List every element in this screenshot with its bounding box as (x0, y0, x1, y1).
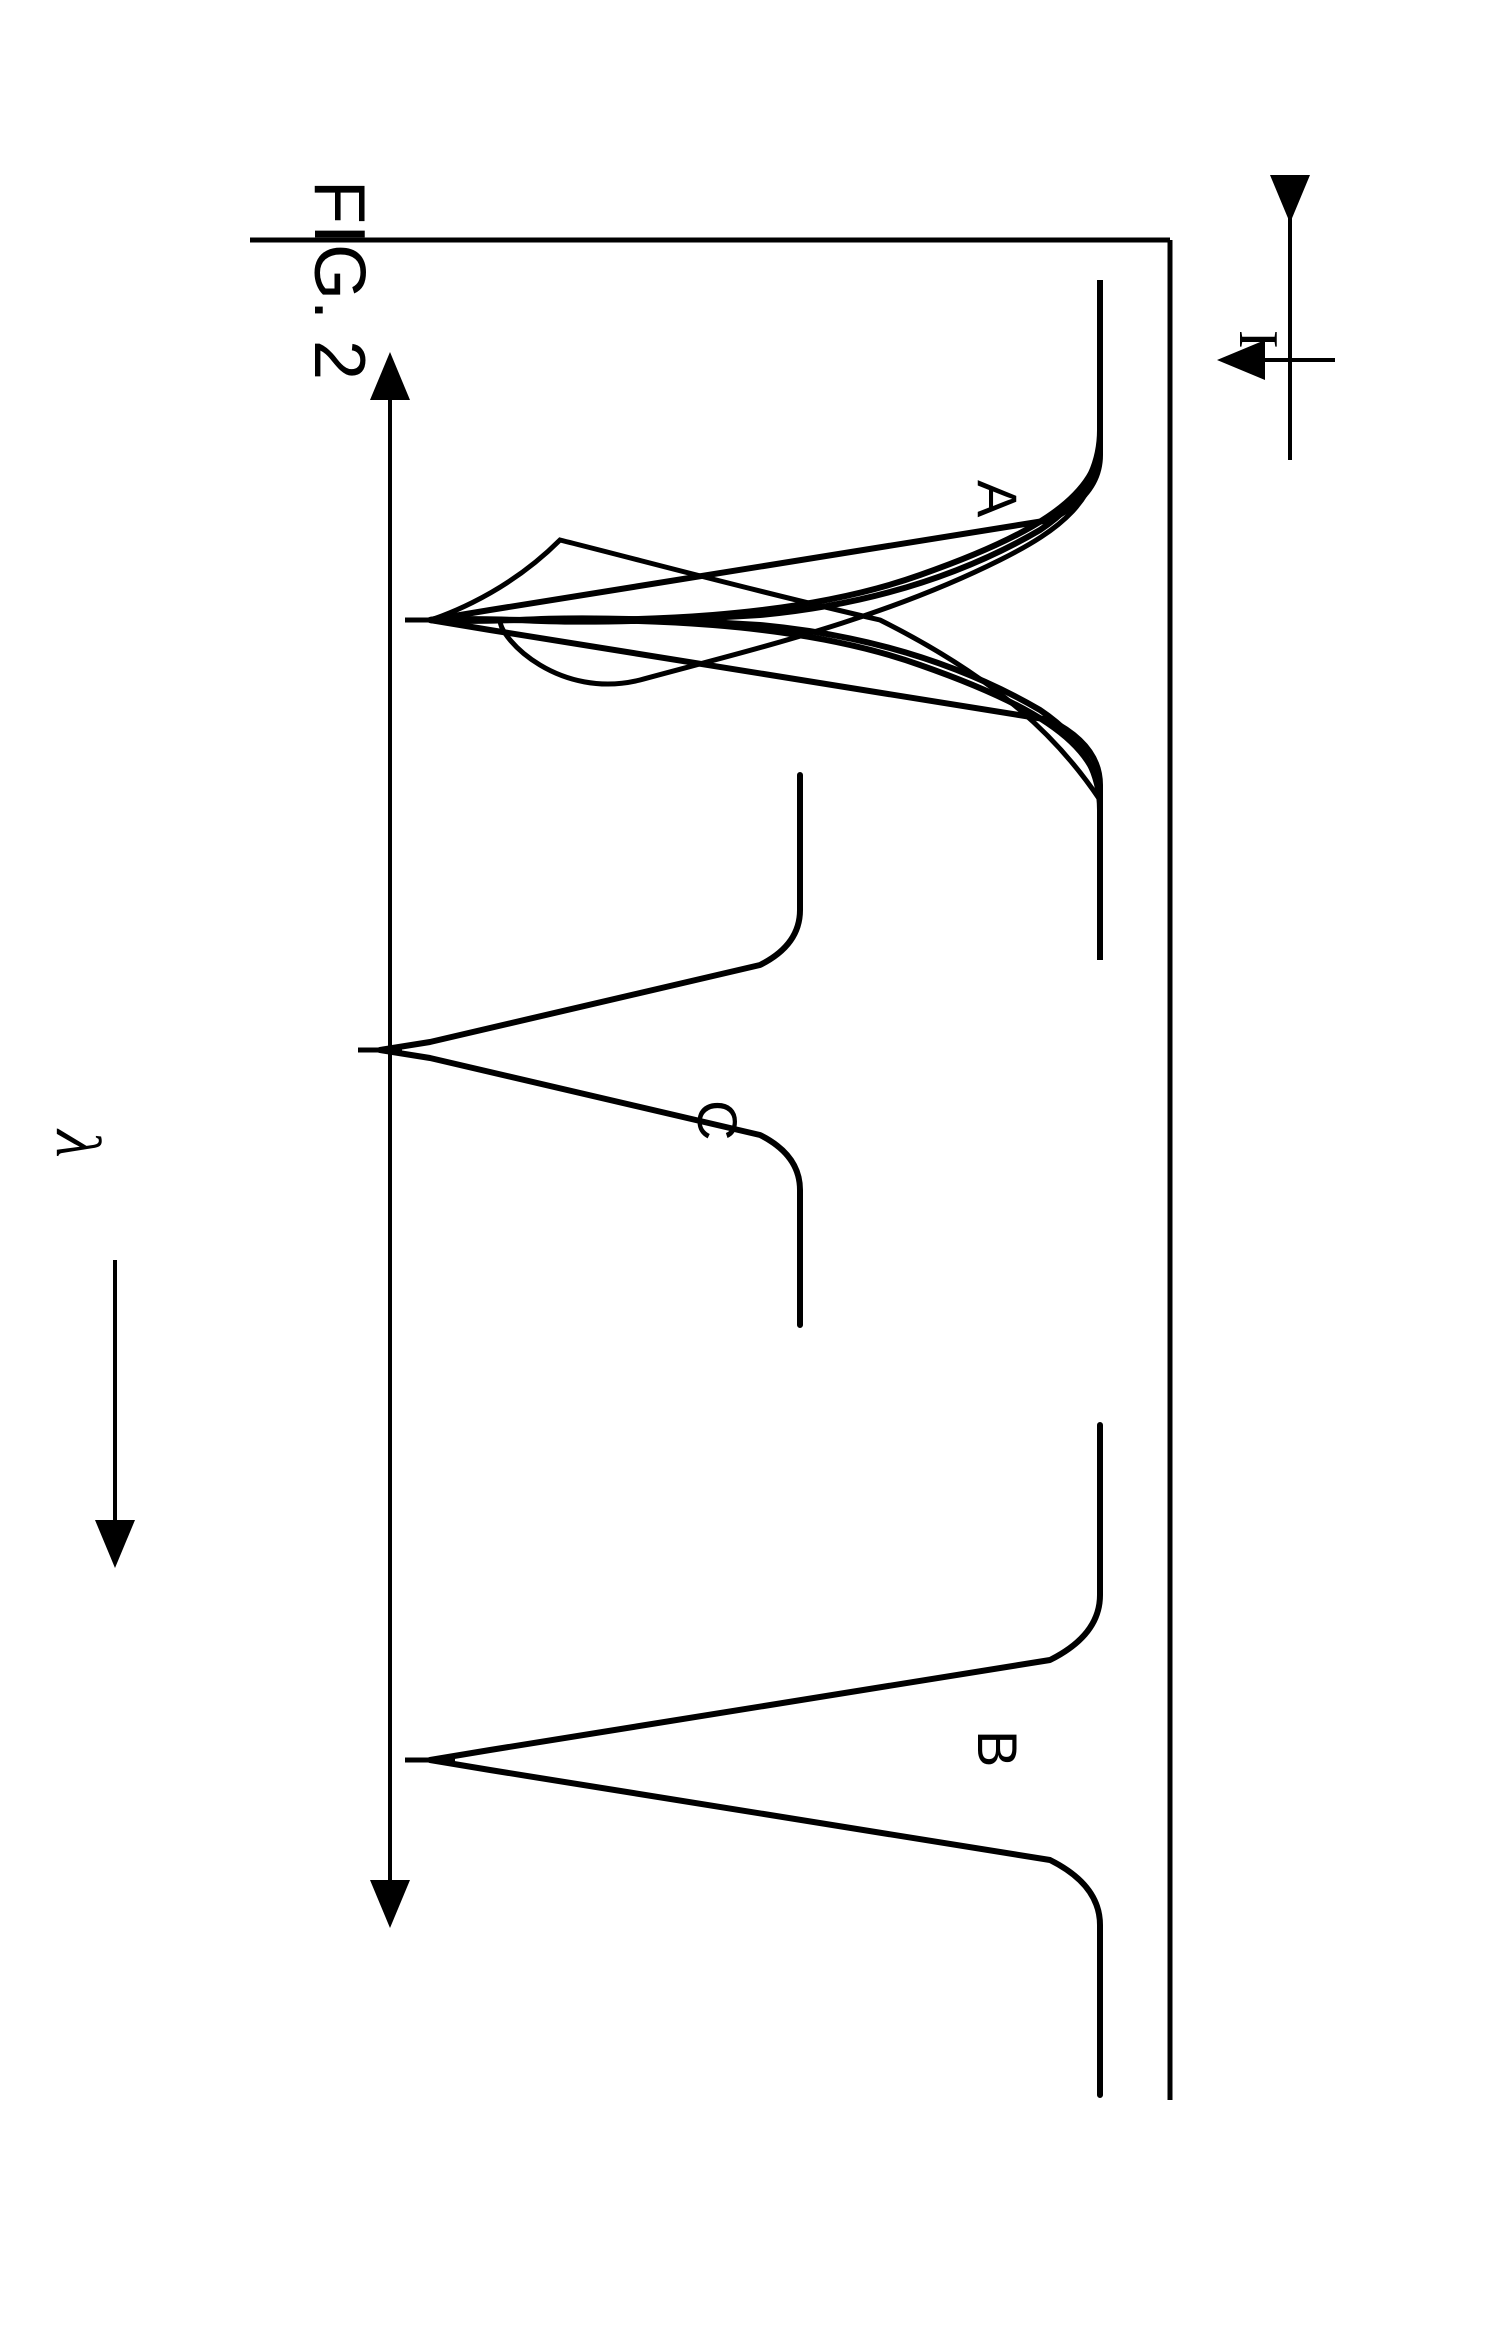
spectrum-chart (0, 0, 1512, 2330)
peakB (430, 1425, 1100, 2095)
peakC (380, 775, 800, 1325)
curve-a-clean (430, 280, 1100, 960)
